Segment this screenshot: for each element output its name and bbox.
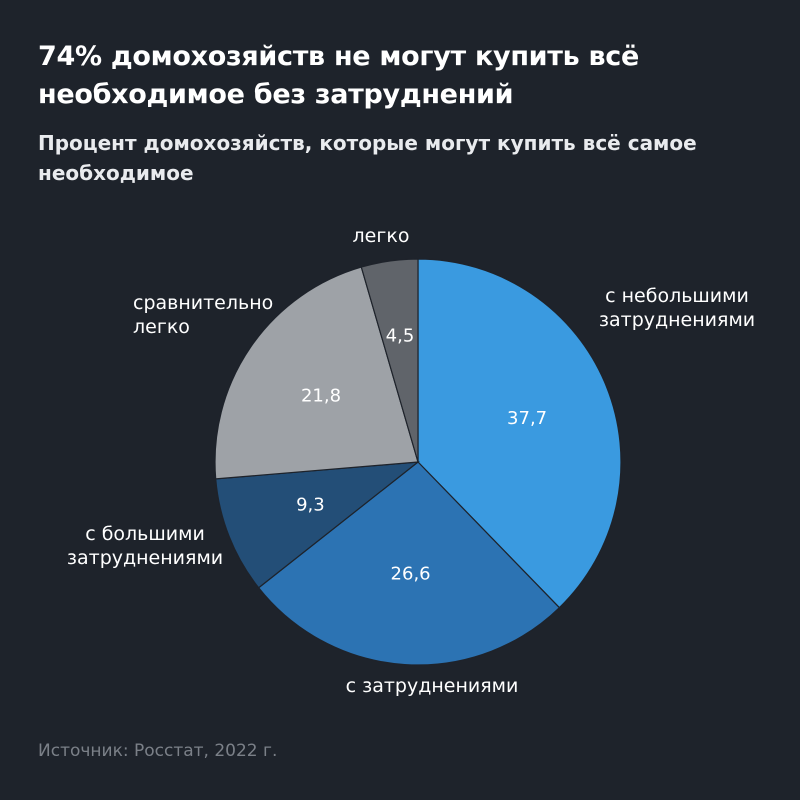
slice-value-label: 21,8 xyxy=(301,385,341,406)
slice-category-label: с затруднениями xyxy=(346,675,519,697)
pie-slice xyxy=(417,258,622,609)
slice-category-label: легко xyxy=(353,225,410,247)
pie-slice xyxy=(214,266,419,480)
slice-category-label: с большими затруднениями xyxy=(67,523,223,569)
slice-value-label: 4,5 xyxy=(386,325,415,346)
chart-title: 74% домохозяйств не могут купить всё нео… xyxy=(38,41,640,110)
slice-value-label: 37,7 xyxy=(507,408,547,429)
pie-slice xyxy=(360,258,419,463)
slice-category-label: с небольшими затруднениями xyxy=(599,285,755,331)
pie-slice xyxy=(215,461,420,589)
slice-category-label: сравнительно легко xyxy=(133,292,273,338)
slice-value-label: 9,3 xyxy=(296,495,325,516)
pie-slice xyxy=(257,461,561,666)
chart-subtitle: Процент домохозяйств, которые могут купи… xyxy=(38,131,697,185)
slice-value-label: 26,6 xyxy=(391,563,431,584)
source-note: Источник: Росстат, 2022 г. xyxy=(38,741,278,761)
